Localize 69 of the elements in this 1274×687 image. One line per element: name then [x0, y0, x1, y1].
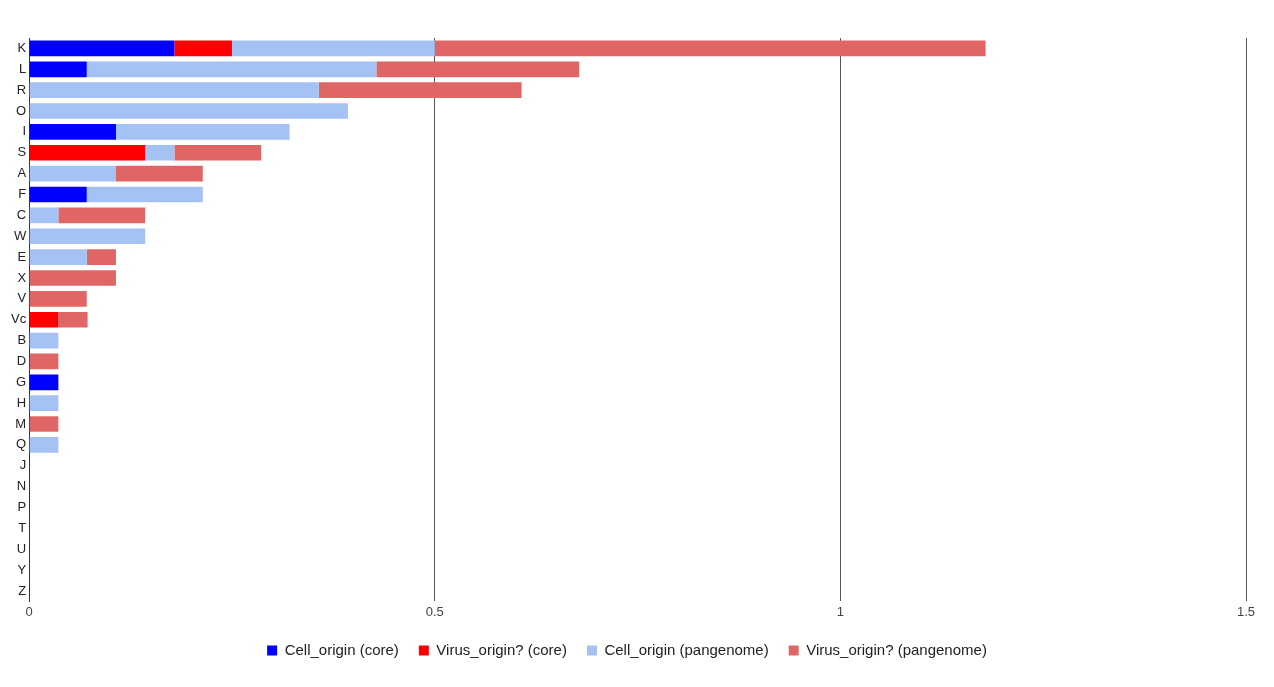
y-tick-label: O	[16, 102, 27, 118]
bar	[86, 186, 203, 203]
x-tick-label: 0.5	[425, 603, 444, 619]
y-tick-label: C	[16, 206, 27, 222]
y-tick-label: J	[19, 457, 27, 473]
bar	[115, 165, 203, 182]
y-tick-label: A	[17, 165, 27, 181]
y-tick-label: W	[13, 227, 27, 243]
bar	[29, 332, 59, 349]
y-tick-label: K	[17, 40, 27, 56]
bar	[318, 82, 522, 98]
y-tick-label: R	[16, 81, 27, 97]
y-tick-label: V	[17, 290, 27, 306]
bar	[29, 249, 87, 265]
y-tick-label: D	[16, 353, 27, 369]
y-tick-label: T	[18, 519, 27, 535]
bar	[115, 124, 290, 140]
legend-label: Cell_origin (pangenome)	[604, 640, 769, 658]
bar	[145, 144, 175, 161]
bar	[174, 40, 232, 57]
bar	[29, 40, 175, 57]
bar	[29, 353, 59, 370]
y-tick-label: Z	[18, 582, 27, 598]
bar	[29, 186, 87, 203]
bar	[29, 144, 146, 161]
bar	[29, 207, 59, 224]
bar	[58, 311, 88, 328]
bar	[29, 437, 59, 453]
y-tick-label: Vc	[11, 311, 27, 327]
y-tick-label: N	[16, 478, 27, 494]
bar	[29, 228, 146, 245]
bar	[58, 207, 146, 224]
y-tick-label: S	[17, 144, 27, 160]
bar	[86, 61, 377, 78]
bar	[434, 40, 986, 57]
bar	[29, 395, 59, 411]
y-tick-label: Y	[17, 561, 27, 577]
y-tick-label: L	[18, 60, 27, 76]
y-tick-label: X	[17, 269, 27, 285]
bar	[86, 249, 116, 265]
bar	[29, 82, 319, 98]
bar	[174, 144, 262, 161]
y-tick-label: P	[17, 499, 27, 515]
y-tick-label: M	[15, 415, 27, 431]
legend-label: Cell_origin (core)	[284, 640, 399, 658]
y-tick-label: H	[16, 394, 27, 410]
bar	[29, 416, 59, 432]
legend-label: Virus_origin? (pangenome)	[806, 640, 987, 658]
bar	[29, 165, 116, 182]
bar	[231, 40, 435, 57]
y-tick-label: G	[16, 373, 27, 389]
y-tick-label: B	[17, 332, 27, 348]
bar	[29, 124, 116, 140]
y-tick-label: I	[22, 123, 27, 139]
bar	[29, 270, 116, 286]
bar	[29, 291, 87, 307]
x-tick-label: 1	[836, 603, 845, 619]
bar	[29, 61, 87, 78]
x-tick-label: 0	[25, 603, 33, 619]
bar	[29, 311, 59, 328]
x-tick-label: 1.5	[1236, 603, 1256, 619]
bar	[29, 374, 59, 391]
y-tick-label: E	[17, 248, 27, 264]
y-tick-label: Q	[16, 436, 27, 452]
bar	[376, 61, 580, 78]
legend-label: Virus_origin? (core)	[436, 640, 567, 658]
bar	[29, 103, 348, 119]
y-tick-label: F	[18, 186, 27, 202]
y-tick-label: U	[16, 540, 27, 556]
